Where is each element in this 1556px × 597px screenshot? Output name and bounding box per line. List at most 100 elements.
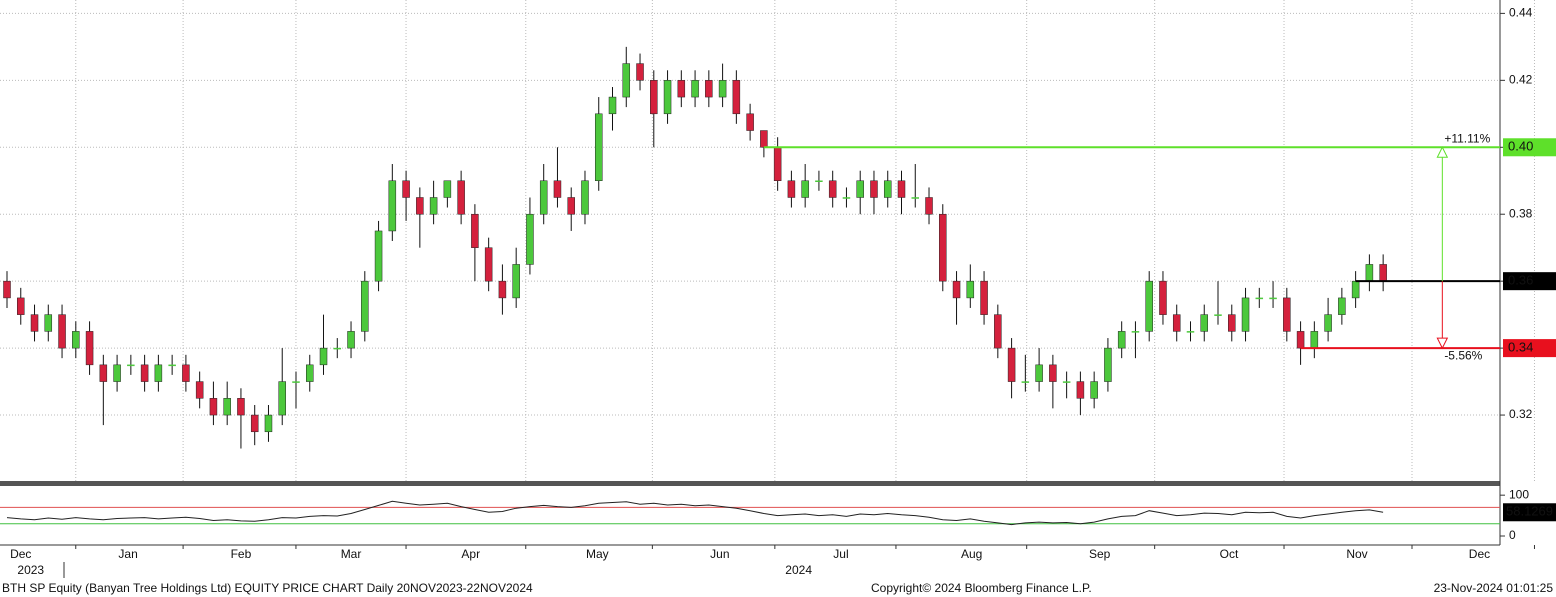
candle-body <box>883 180 892 198</box>
candle-body <box>1200 314 1208 332</box>
candle-body <box>250 414 259 433</box>
candle-body <box>140 364 149 382</box>
candle-body <box>1379 264 1387 282</box>
candle-body <box>374 230 383 282</box>
measure-arrow-head <box>1436 337 1449 350</box>
level-tag-label: 0.36 <box>1508 273 1533 288</box>
candle-body <box>1186 331 1195 333</box>
rsi-tag <box>1503 503 1556 522</box>
candle-body <box>72 331 80 349</box>
copyright: Copyright© 2024 Bloomberg Finance L.P. <box>871 581 1092 595</box>
candle-body <box>1324 314 1332 332</box>
candle-body <box>1296 331 1305 349</box>
candle-body <box>636 63 644 81</box>
candle-body <box>30 314 39 332</box>
candle-body <box>154 364 163 382</box>
level-tag <box>1503 272 1556 291</box>
level-change-label: +11.11% <box>1444 131 1490 145</box>
candle-body <box>443 180 452 198</box>
candle-body <box>677 80 686 98</box>
candle-body <box>99 364 108 382</box>
candle-body <box>911 197 920 199</box>
candle-body <box>732 80 741 115</box>
candle-body <box>416 197 424 215</box>
rsi-tick-label: 100 <box>1509 487 1529 501</box>
x-tick-label: Jun <box>710 547 729 561</box>
candle-body <box>1310 331 1319 349</box>
rsi-line <box>6 500 1384 526</box>
candle-body <box>471 213 479 248</box>
candle-body <box>856 180 864 198</box>
candle-body <box>388 180 397 232</box>
candle-body <box>85 331 94 366</box>
candle-body <box>925 197 933 215</box>
candle-body <box>897 180 906 198</box>
x-tick-label: Feb <box>231 547 252 561</box>
candle-body <box>815 180 823 182</box>
candle-body <box>787 180 796 198</box>
timestamp: 23-Nov-2024 01:01:25 <box>1434 581 1554 595</box>
candle-body <box>1241 297 1250 332</box>
x-tick-label: Apr <box>461 547 480 561</box>
candle-body <box>553 180 562 198</box>
candle-body <box>58 314 66 349</box>
candle-body <box>691 80 699 98</box>
candle-body <box>773 147 782 181</box>
candle-body <box>567 197 575 215</box>
level-tag-label: 0.40 <box>1508 139 1533 154</box>
x-tick-label: Dec <box>10 547 31 561</box>
candle-body <box>1283 297 1291 332</box>
candle-body <box>663 80 672 115</box>
candle-body <box>44 314 53 332</box>
candle-body <box>402 180 410 198</box>
candle-body <box>539 180 548 215</box>
candle-body <box>1035 364 1043 382</box>
rsi-tick-label: 0 <box>1509 528 1516 542</box>
level-tag-label: 0.34 <box>1508 340 1533 355</box>
year-label: 2024 <box>785 563 812 577</box>
candle-body <box>746 113 754 131</box>
x-tick-label: Nov <box>1346 547 1367 561</box>
candle-body <box>1269 297 1277 300</box>
x-tick-label: May <box>586 547 609 561</box>
candle-body <box>1228 314 1236 332</box>
candle-body <box>718 80 727 98</box>
candle-body <box>760 130 768 148</box>
candle-body <box>1007 347 1016 382</box>
candle-body <box>608 96 617 115</box>
candle-body <box>994 314 1002 349</box>
candle-body <box>801 180 809 198</box>
candle-body <box>1131 331 1140 333</box>
candle-body <box>292 381 300 383</box>
candle-body <box>195 381 204 399</box>
candle-body <box>1159 280 1167 315</box>
candle-body <box>278 381 286 416</box>
candle-body <box>1145 280 1153 332</box>
candle-body <box>429 197 438 215</box>
candle-body <box>1351 280 1360 299</box>
candle-body <box>1172 314 1181 332</box>
candle-body <box>980 280 988 315</box>
candle-body <box>264 414 273 433</box>
y-tick-label: 0.38 <box>1509 206 1533 220</box>
candle-body <box>842 197 851 199</box>
candle-body <box>17 297 25 315</box>
x-tick-label: Oct <box>1220 547 1239 561</box>
x-tick-label: Jan <box>118 547 137 561</box>
candle-body <box>939 213 947 282</box>
candle-body <box>581 180 589 215</box>
measure-arrow-head <box>1436 146 1449 158</box>
candle-body <box>168 364 176 367</box>
x-tick-label: Mar <box>341 547 362 561</box>
x-tick-label: Dec <box>1469 547 1490 561</box>
candle-body <box>1049 364 1057 382</box>
candle-body <box>209 398 218 416</box>
candle-body <box>512 264 520 299</box>
candle-body <box>457 180 465 215</box>
candle-body <box>1365 264 1374 282</box>
candle-body <box>1255 297 1264 300</box>
level-change-label: -5.56% <box>1444 348 1482 362</box>
candle-body <box>1090 381 1098 399</box>
candle-body <box>650 80 658 115</box>
